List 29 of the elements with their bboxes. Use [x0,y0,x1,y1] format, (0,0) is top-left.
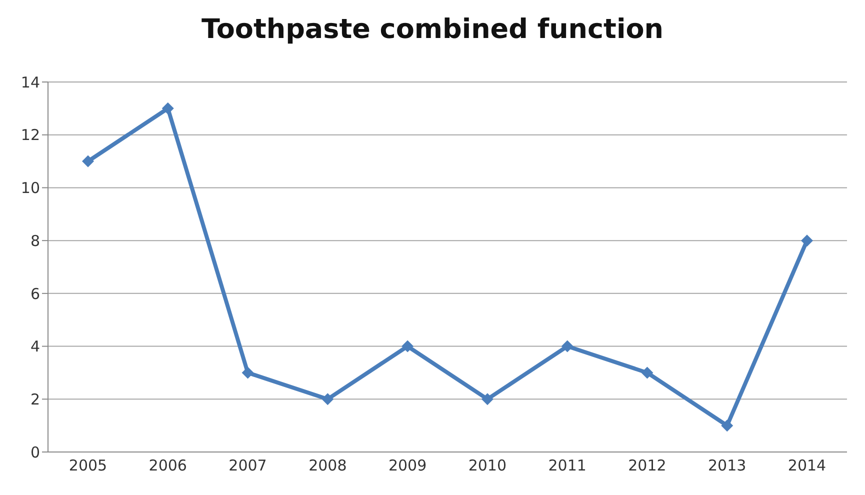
x-tick-label: 2013 [708,456,746,475]
point [82,155,94,168]
y-tick-label: 10 [20,179,40,198]
y-tick-label: 14 [20,73,40,92]
point [721,420,734,432]
x-tick-label: 2007 [228,456,267,475]
x-tick-label: 2009 [388,456,427,475]
point [402,340,414,352]
x-tick-label: 2011 [548,456,586,475]
point [641,366,654,379]
y-tick-label: 12 [20,126,40,144]
x-tick-label: 2012 [628,456,666,475]
y-tick-label: 8 [30,232,40,250]
x-tick-label: 2008 [308,456,347,475]
point [801,234,813,247]
y-tick-label: 0 [30,443,40,462]
x-tick-label: 2010 [468,456,507,475]
point [561,340,574,352]
point [162,102,174,114]
x-tick-label: 2006 [148,456,187,475]
x-tick-label: 2005 [68,456,108,475]
y-tick-label: 4 [30,338,40,356]
point [322,393,334,406]
chart-title: Toothpaste combined function [200,13,664,47]
y-tick-label: 6 [30,284,40,303]
point [242,366,254,379]
y-tick-label: 2 [30,390,40,408]
point [481,393,494,406]
x-tick-label: 2014 [788,456,826,475]
